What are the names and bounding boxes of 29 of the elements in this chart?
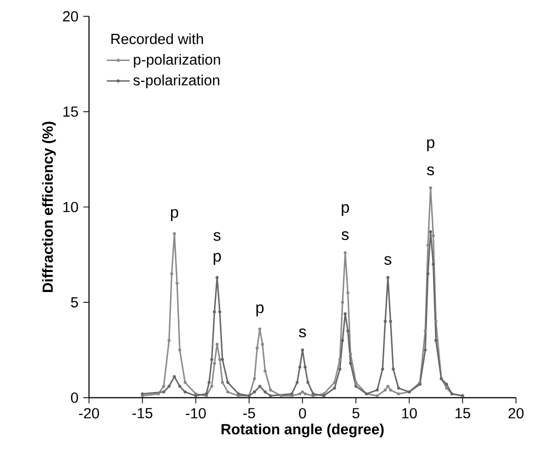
annotation: p: [170, 209, 178, 221]
annotation: s: [342, 231, 349, 240]
x-tick-label: 10: [402, 408, 417, 418]
x-axis-title: Rotation angle (degree): [222, 424, 384, 438]
x-tick-label: -5: [243, 408, 256, 418]
x-tick-label: -15: [132, 408, 152, 418]
x-tick-label: -10: [186, 408, 206, 418]
y-tick-label: 15: [63, 106, 78, 117]
x-tick-label: -20: [79, 408, 100, 418]
x-tick-label: 15: [456, 408, 470, 418]
x-tick-label: 0: [298, 408, 306, 418]
annotation: p: [214, 252, 221, 265]
annotation: s: [427, 166, 434, 176]
annotation: s: [214, 232, 221, 241]
y-tick-label: 0: [71, 392, 78, 403]
legend-label: s-polarization: [133, 74, 220, 88]
x-tick-label: 5: [352, 408, 360, 418]
annotation: s: [298, 328, 306, 338]
legend-label: p-polarization: [134, 54, 220, 68]
annotation: s: [384, 256, 392, 265]
y-tick-label: 10: [63, 202, 78, 212]
annotation: p: [427, 139, 434, 152]
y-tick-label: 5: [71, 297, 78, 308]
x-tick-label: 20: [508, 408, 524, 418]
y-tick-label: 20: [63, 11, 78, 22]
annotation: p: [342, 204, 349, 216]
legend-title: Recorded with: [111, 33, 203, 44]
y-axis-title: Diffraction efficiency (%): [42, 122, 56, 292]
annotation: p: [256, 304, 264, 316]
